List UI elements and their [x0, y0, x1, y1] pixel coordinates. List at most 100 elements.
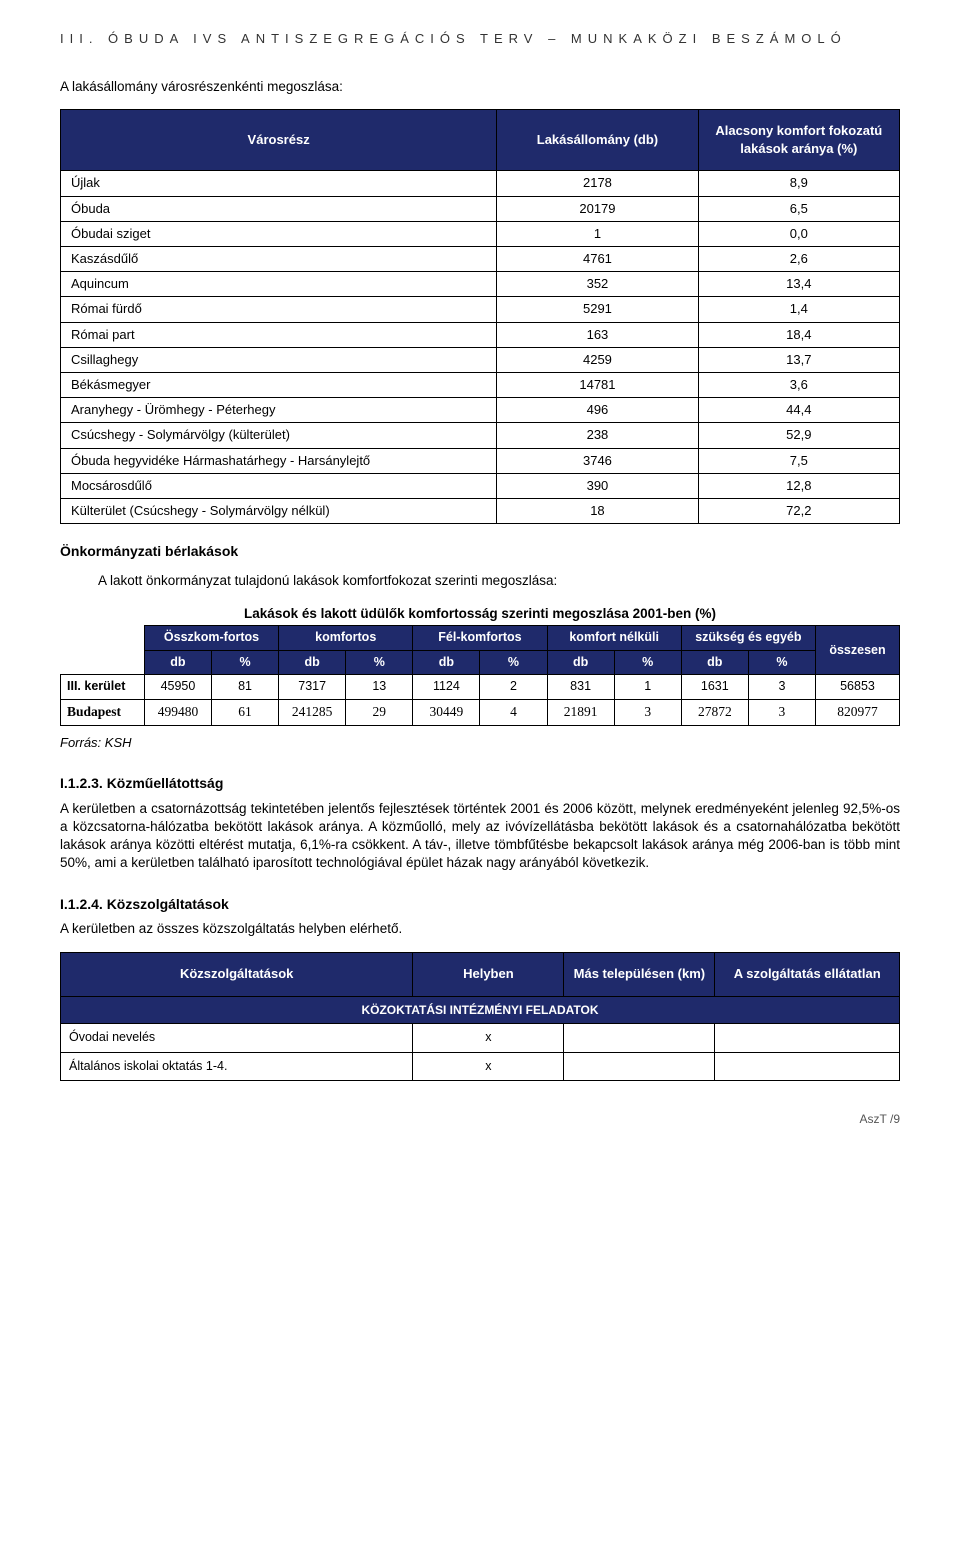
- table-cell: 72,2: [698, 498, 899, 523]
- table-cell: 14781: [497, 372, 698, 397]
- table-cell: Aquincum: [61, 272, 497, 297]
- table-cell: 4259: [497, 347, 698, 372]
- table-cell: x: [413, 1052, 564, 1081]
- table-cell: 2: [480, 675, 547, 700]
- table-cell: Általános iskolai oktatás 1-4.: [61, 1052, 413, 1081]
- sec-123-body: A kerületben a csatornázottság tekinteté…: [60, 800, 900, 873]
- table-cell: [715, 1052, 900, 1081]
- sec-124-title: I.1.2.4. Közszolgáltatások: [60, 895, 900, 915]
- t3-section-kozoktatasi: KÖZOKTATÁSI INTÉZMÉNYI FELADATOK: [61, 996, 900, 1024]
- table-cell: 13,7: [698, 347, 899, 372]
- table-cell: 7317: [279, 675, 346, 700]
- table-cell: 499480: [144, 699, 211, 725]
- table-cell: 1: [497, 221, 698, 246]
- table-cell: 27872: [681, 699, 748, 725]
- table-cell: Óbudai sziget: [61, 221, 497, 246]
- table-cell: 352: [497, 272, 698, 297]
- table-cell: Aranyhegy - Ürömhegy - Péterhegy: [61, 398, 497, 423]
- table-cell: 3746: [497, 448, 698, 473]
- page-header: III. ÓBUDA IVS ANTISZEGREGÁCIÓS TERV – M…: [60, 30, 900, 48]
- table-cell: 1,4: [698, 297, 899, 322]
- table-cell: [564, 1024, 715, 1053]
- table-cell: 12,8: [698, 473, 899, 498]
- table-cell: 18,4: [698, 322, 899, 347]
- table-cell: 1631: [681, 675, 748, 700]
- table-cell: 2,6: [698, 247, 899, 272]
- table-cell: 831: [547, 675, 614, 700]
- table-cell: 2178: [497, 171, 698, 196]
- table-kozszolgaltatasok: Közszolgáltatások Helyben Más települése…: [60, 952, 900, 1081]
- t3-h-mastelepules: Más településen (km): [564, 953, 715, 996]
- table-cell: 7,5: [698, 448, 899, 473]
- table-cell: [715, 1024, 900, 1053]
- table-cell: 0,0: [698, 221, 899, 246]
- table-cell: 3,6: [698, 372, 899, 397]
- table-cell: 3: [748, 699, 815, 725]
- table-cell: 3: [614, 699, 681, 725]
- table-cell: 3: [748, 675, 815, 700]
- table-housing-stock: Városrész Lakásállomány (db) Alacsony ko…: [60, 109, 900, 524]
- table-cell: 5291: [497, 297, 698, 322]
- table-cell: 18: [497, 498, 698, 523]
- table-cell: Csúcshegy - Solymárvölgy (külterület): [61, 423, 497, 448]
- table-cell: Római part: [61, 322, 497, 347]
- table-cell: Újlak: [61, 171, 497, 196]
- table-subheader: %: [212, 650, 279, 675]
- table-cell: Óvodai nevelés: [61, 1024, 413, 1053]
- t2-h-osszesen: összesen: [815, 626, 899, 675]
- table-subheader: %: [480, 650, 547, 675]
- table-cell: Csillaghegy: [61, 347, 497, 372]
- table-cell: [564, 1052, 715, 1081]
- table-subheader: %: [614, 650, 681, 675]
- table-cell: 6,5: [698, 196, 899, 221]
- t2-h-felkomfortos: Fél-komfortos: [413, 626, 547, 651]
- table-cell: 56853: [815, 675, 899, 700]
- table-cell: 4: [480, 699, 547, 725]
- table-cell: Óbuda hegyvidéke Hármashatárhegy - Harsá…: [61, 448, 497, 473]
- table-komfort-2001: Összkom-fortos komfortos Fél-komfortos k…: [60, 625, 900, 725]
- table-cell: 52,9: [698, 423, 899, 448]
- sec-124-body: A kerületben az összes közszolgáltatás h…: [60, 920, 900, 938]
- table-subheader: %: [346, 650, 413, 675]
- t3-h-ellatatlan: A szolgáltatás ellátatlan: [715, 953, 900, 996]
- table-cell: 81: [212, 675, 279, 700]
- table-cell: Külterület (Csúcshegy - Solymárvölgy nél…: [61, 498, 497, 523]
- table-cell: Mocsárosdűlő: [61, 473, 497, 498]
- t1-header-varosresz: Városrész: [61, 110, 497, 171]
- sec-123-title: I.1.2.3. Közműellátottság: [60, 774, 900, 794]
- table-cell: 13: [346, 675, 413, 700]
- source-ksh: Forrás: KSH: [60, 734, 900, 752]
- table-cell: 238: [497, 423, 698, 448]
- intro-text: A lakásállomány városrészenkénti megoszl…: [60, 78, 900, 97]
- table-subheader: %: [748, 650, 815, 675]
- table-cell: 8,9: [698, 171, 899, 196]
- table-cell: 44,4: [698, 398, 899, 423]
- t1-header-alacsony: Alacsony komfort fokozatú lakások aránya…: [698, 110, 899, 171]
- table-cell: 61: [212, 699, 279, 725]
- t2-h-komfortnelkuli: komfort nélküli: [547, 626, 681, 651]
- table-subheader: db: [547, 650, 614, 675]
- table-cell: 1124: [413, 675, 480, 700]
- table-cell: 45950: [144, 675, 211, 700]
- table-cell: Óbuda: [61, 196, 497, 221]
- table-cell: 496: [497, 398, 698, 423]
- table-cell: 20179: [497, 196, 698, 221]
- table-cell: 13,4: [698, 272, 899, 297]
- subhead-onkormanyzati: Önkormányzati bérlakások: [60, 542, 900, 562]
- table-cell: 30449: [413, 699, 480, 725]
- table-cell: Római fürdő: [61, 297, 497, 322]
- table-cell: 390: [497, 473, 698, 498]
- table-subheader: db: [279, 650, 346, 675]
- table-cell: 4761: [497, 247, 698, 272]
- table-cell: 820977: [815, 699, 899, 725]
- table-row-label: III. kerület: [61, 675, 145, 700]
- table-cell: 163: [497, 322, 698, 347]
- table-cell: Békásmegyer: [61, 372, 497, 397]
- t2-h-osszkomfortos: Összkom-fortos: [144, 626, 278, 651]
- page-footer: AszT /9: [60, 1111, 900, 1128]
- t1-header-lakasallomany: Lakásállomány (db): [497, 110, 698, 171]
- caption-komfort-table: Lakások és lakott üdülők komfortosság sz…: [60, 605, 900, 624]
- t3-h-kozszolg: Közszolgáltatások: [61, 953, 413, 996]
- indent-onkormanyzat: A lakott önkormányzat tulajdonú lakások …: [98, 572, 900, 591]
- t3-h-helyben: Helyben: [413, 953, 564, 996]
